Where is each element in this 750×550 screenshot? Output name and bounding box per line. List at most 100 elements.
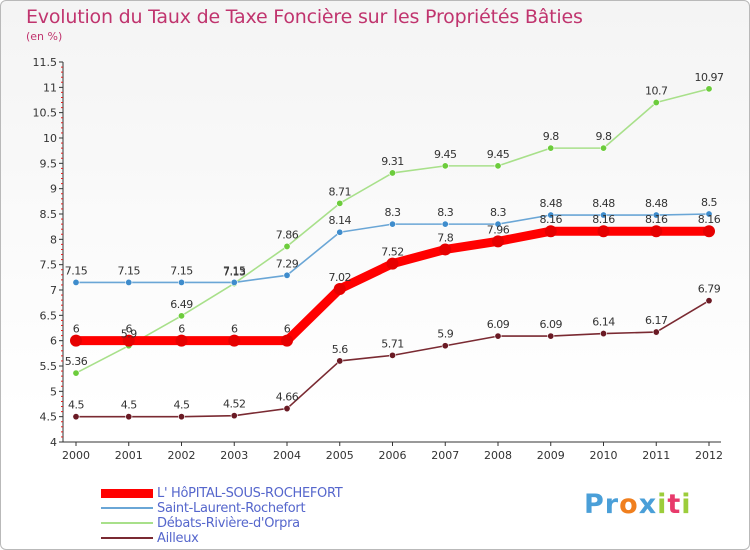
data-point: [597, 225, 610, 238]
y-tick-label: 7.5: [40, 259, 58, 272]
data-label: 10.97: [695, 71, 724, 84]
legend-swatch: [101, 537, 153, 539]
data-point: [388, 351, 396, 359]
data-point: [705, 210, 713, 218]
legend-item[interactable]: Ailleux: [101, 531, 401, 546]
data-point: [230, 412, 238, 420]
data-label: 6.14: [592, 316, 615, 329]
data-label: 9.8: [596, 130, 612, 143]
y-tick-label: 4.5: [40, 411, 58, 424]
data-point: [72, 369, 80, 377]
data-label: 8.48: [540, 197, 563, 210]
data-label: 4.5: [174, 399, 190, 412]
brand-letter: i: [681, 489, 692, 520]
data-label: 6: [126, 323, 133, 336]
data-label: 6.49: [170, 298, 193, 311]
x-tick-label: 2008: [484, 449, 512, 462]
legend: L' HôPITAL-SOUS-ROCHEFORT Saint-Laurent-…: [101, 486, 401, 546]
y-tick-label: 5: [50, 385, 57, 398]
data-point: [336, 199, 344, 207]
data-point: [336, 357, 344, 365]
data-label: 6.09: [487, 318, 510, 331]
data-point: [441, 162, 449, 170]
data-label: 8.16: [540, 213, 563, 226]
y-tick-label: 5.5: [40, 360, 58, 373]
data-label: 6: [284, 323, 291, 336]
data-point: [228, 334, 241, 347]
data-label: 8.3: [437, 206, 453, 219]
data-point: [441, 220, 449, 228]
brand-letter: P: [584, 489, 605, 520]
x-tick-label: 2007: [431, 449, 459, 462]
chart-title: Evolution du Taux de Taxe Foncière sur l…: [26, 6, 583, 28]
data-label: 7.13: [223, 265, 246, 278]
y-tick-label: 8.5: [40, 208, 58, 221]
legend-item[interactable]: Saint-Laurent-Rochefort: [101, 501, 401, 516]
data-point: [281, 334, 293, 347]
x-tick-label: 2006: [379, 449, 407, 462]
data-label: 8.14: [329, 214, 352, 227]
data-label: 7.15: [118, 264, 141, 277]
data-point: [122, 334, 135, 347]
y-tick-label: 9.5: [40, 157, 58, 170]
x-tick-label: 2003: [220, 449, 248, 462]
data-point: [547, 144, 555, 152]
x-tick-label: 2011: [642, 449, 670, 462]
data-point: [705, 297, 713, 305]
data-label: 8.16: [645, 213, 668, 226]
data-point: [72, 413, 80, 421]
legend-swatch: [101, 522, 153, 524]
data-point: [599, 211, 607, 219]
y-tick-label: 10.5: [33, 107, 58, 120]
data-label: 4.66: [276, 391, 299, 404]
data-point: [283, 405, 291, 413]
data-label: 6.09: [540, 318, 563, 331]
x-tick-label: 2010: [590, 449, 618, 462]
data-label: 7.15: [223, 264, 246, 277]
legend-item[interactable]: Débats-Rivière-d'Orpra: [101, 516, 401, 531]
x-tick-label: 2002: [168, 449, 196, 462]
series-lines: [70, 85, 715, 421]
x-tick-label: 2004: [273, 449, 301, 462]
data-point: [547, 211, 555, 219]
brand-logo[interactable]: Proxiti: [584, 489, 692, 520]
data-label: 4.52: [223, 398, 246, 411]
data-point: [652, 328, 660, 336]
brand-letter: o: [619, 489, 639, 520]
legend-label: Débats-Rivière-d'Orpra: [157, 516, 300, 531]
data-label: 7.15: [170, 264, 193, 277]
y-tick-label: 11.5: [33, 56, 58, 69]
data-point: [650, 225, 663, 238]
data-label: 6.79: [698, 283, 721, 296]
data-point: [70, 334, 82, 347]
data-point: [230, 278, 238, 286]
data-label: 8.3: [385, 206, 401, 219]
y-tick-label: 11: [43, 81, 57, 94]
data-label: 7.86: [276, 228, 299, 241]
data-label: 7.15: [65, 264, 88, 277]
data-point: [72, 278, 80, 286]
data-label: 5.36: [65, 355, 88, 368]
x-tick-label: 2012: [695, 449, 723, 462]
data-label: 9.45: [487, 148, 510, 161]
legend-item[interactable]: L' HôPITAL-SOUS-ROCHEFORT: [101, 486, 401, 501]
x-tick-label: 2001: [115, 449, 143, 462]
data-point: [178, 278, 186, 286]
data-point: [333, 282, 346, 295]
data-label: 4.5: [68, 399, 84, 412]
data-label: 8.71: [329, 185, 352, 198]
data-point: [439, 243, 452, 256]
data-point: [544, 225, 557, 238]
y-tick-label: 8: [50, 233, 57, 246]
data-point: [705, 85, 713, 93]
data-point: [388, 220, 396, 228]
legend-label: Saint-Laurent-Rochefort: [157, 501, 306, 516]
data-label: 8.16: [592, 213, 615, 226]
data-label: 9.8: [543, 130, 559, 143]
brand-letter: x: [638, 489, 658, 520]
data-point: [386, 257, 399, 270]
data-point: [175, 334, 188, 347]
y-tick-label: 10: [43, 132, 57, 145]
data-label: 5.71: [381, 337, 404, 350]
brand-letter: r: [604, 489, 620, 520]
